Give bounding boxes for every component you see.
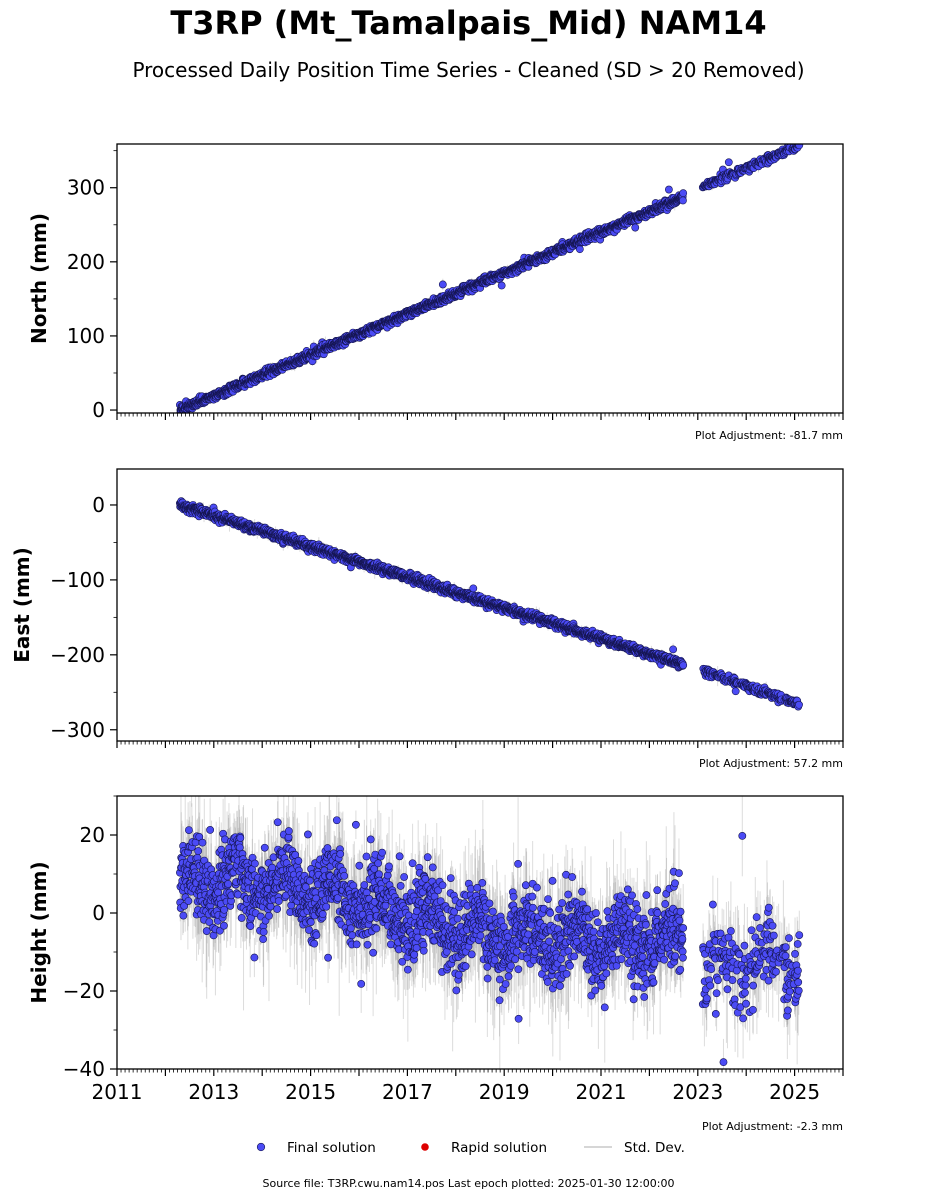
data-point [724,158,733,167]
data-point [438,280,447,289]
chart-subtitle: Processed Daily Position Time Series - C… [132,58,805,82]
data-point [664,185,673,194]
final-solution-points [176,144,804,413]
plot-adjustment-note: Plot Adjustment: -81.7 mm [695,429,843,442]
plot-area [176,497,803,711]
y-tick-label: 200 [67,250,105,274]
chart-title: T3RP (Mt_Tamalpais_Mid) NAM14 [170,4,767,42]
plot-area [176,144,804,413]
panel-north: 0 100 200 300 North (mm) Plot Adjustment: -81… [27,143,844,442]
y-tick-label: 0 [92,398,105,422]
data-point [679,189,688,198]
data-point [795,144,804,150]
data-point [575,245,584,254]
y-tick-label: 100 [67,324,105,348]
y-tick-label: 300 [67,176,105,200]
data-point [497,281,506,290]
data-point [631,223,640,232]
data-point [679,196,687,205]
y-axis-label: North (mm) [27,213,51,344]
